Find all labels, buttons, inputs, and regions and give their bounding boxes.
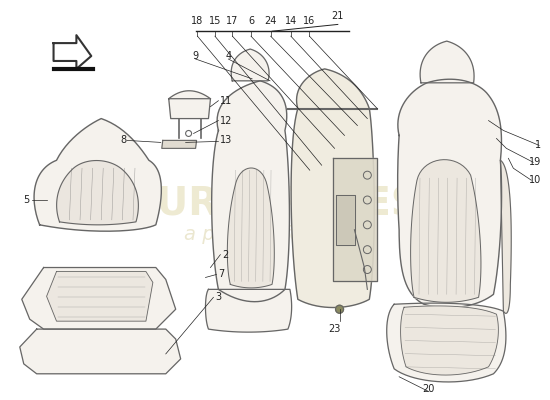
Text: 5: 5 (24, 195, 30, 205)
Text: 20: 20 (423, 384, 435, 394)
Text: 13: 13 (221, 136, 233, 146)
Text: 2: 2 (222, 250, 229, 260)
Polygon shape (333, 158, 377, 282)
Polygon shape (291, 69, 374, 308)
Text: 18: 18 (191, 16, 204, 26)
Text: 9: 9 (192, 51, 199, 61)
Text: EUROSPARES: EUROSPARES (130, 186, 420, 224)
Polygon shape (169, 91, 211, 99)
Text: 17: 17 (226, 16, 239, 26)
Text: 1: 1 (535, 140, 541, 150)
Polygon shape (206, 289, 292, 332)
Text: 14: 14 (285, 16, 297, 26)
Text: 19: 19 (529, 157, 541, 167)
Polygon shape (500, 160, 512, 313)
Polygon shape (400, 306, 498, 375)
Polygon shape (34, 118, 161, 231)
Polygon shape (420, 41, 474, 83)
Polygon shape (387, 303, 506, 382)
Text: 21: 21 (332, 12, 344, 22)
Polygon shape (398, 79, 502, 308)
Text: a passion for parts: a passion for parts (184, 225, 366, 244)
Polygon shape (47, 272, 153, 321)
Text: 10: 10 (529, 175, 541, 185)
Text: 23: 23 (328, 324, 341, 334)
Text: 7: 7 (218, 270, 224, 280)
Text: 16: 16 (303, 16, 316, 26)
Text: 4: 4 (226, 51, 232, 61)
Text: 24: 24 (265, 16, 277, 26)
Text: 6: 6 (248, 16, 254, 26)
Polygon shape (411, 160, 481, 302)
Polygon shape (57, 160, 139, 225)
Circle shape (336, 305, 344, 313)
Polygon shape (336, 195, 355, 245)
Text: 12: 12 (221, 116, 233, 126)
Polygon shape (227, 168, 274, 288)
Polygon shape (53, 35, 91, 69)
Polygon shape (212, 81, 289, 302)
Polygon shape (20, 329, 180, 374)
Polygon shape (162, 140, 196, 148)
Polygon shape (22, 268, 175, 329)
Text: 8: 8 (120, 136, 126, 146)
Text: 11: 11 (221, 96, 233, 106)
Text: 3: 3 (216, 292, 222, 302)
Polygon shape (169, 99, 211, 118)
Polygon shape (231, 49, 269, 81)
Text: 15: 15 (209, 16, 221, 26)
